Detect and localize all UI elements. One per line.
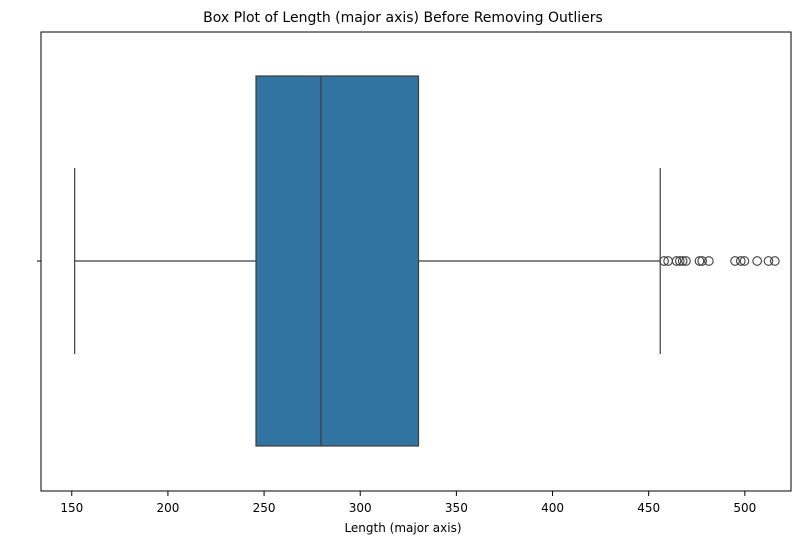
outlier-point (735, 256, 746, 266)
x-axis-label: Length (major axis) (344, 521, 461, 535)
outlier-point (739, 256, 750, 266)
x-tick-label: 250 (253, 501, 276, 515)
outlier-point (694, 256, 705, 266)
outlier-point (674, 256, 685, 266)
outlier-point (671, 256, 682, 266)
chart-title: Box Plot of Length (major axis) Before R… (203, 10, 603, 26)
outlier-point (681, 256, 691, 266)
x-tick-label: 150 (60, 501, 83, 515)
x-tick-label: 300 (349, 501, 372, 515)
outlier-point (704, 256, 714, 266)
outlier-point (730, 256, 740, 266)
outlier-point (697, 256, 708, 266)
outlier-point (677, 256, 688, 266)
outlier-point (659, 256, 669, 266)
outlier-point (763, 256, 774, 266)
x-tick-label: 400 (541, 501, 564, 515)
iqr-box (255, 75, 420, 447)
x-tick-label: 500 (733, 501, 756, 515)
x-axis: 150 200 250 300 350 400 450 500 (60, 491, 756, 515)
x-tick-label: 450 (637, 501, 660, 515)
outlier-point (769, 256, 780, 266)
x-tick-label: 350 (445, 501, 468, 515)
x-tick-label: 200 (156, 501, 179, 515)
plot-area (74, 75, 780, 447)
outlier-point (752, 256, 763, 266)
